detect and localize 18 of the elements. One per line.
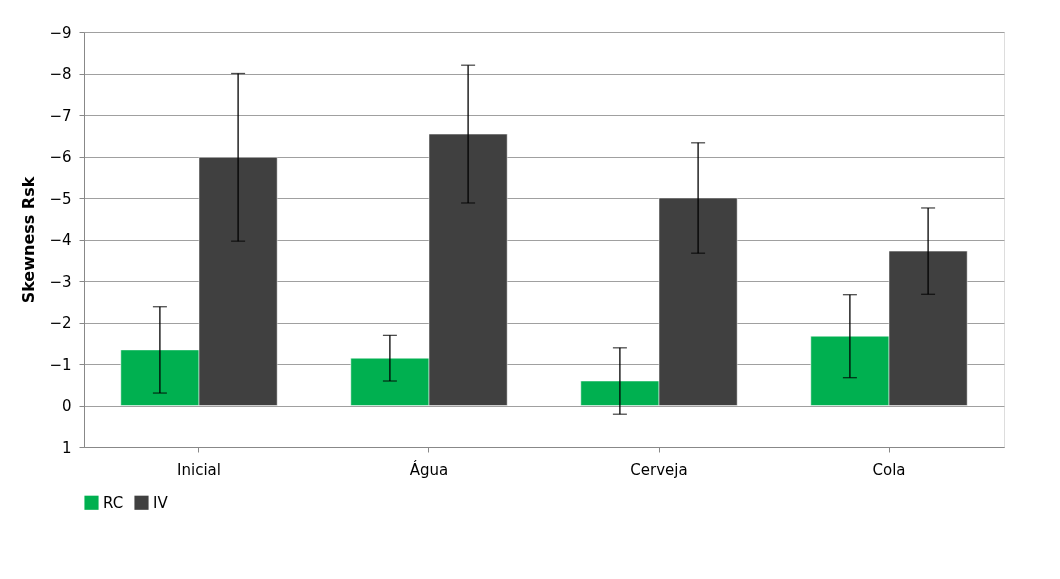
y-tick-label: −1 xyxy=(49,355,72,374)
y-axis-title: Skewness Rsk xyxy=(19,176,39,304)
y-tick-label: 0 xyxy=(61,397,72,415)
y-tick-label: −7 xyxy=(49,106,72,125)
x-tick-label: Cola xyxy=(872,460,906,479)
x-tick-label: Inicial xyxy=(177,460,221,479)
y-tick-label: 1 xyxy=(61,438,72,457)
legend-label: RC xyxy=(103,493,124,512)
y-tick-label: −2 xyxy=(49,314,72,332)
y-tick-label: −8 xyxy=(49,65,72,83)
y-tick-label: −4 xyxy=(49,231,72,249)
y-tick-label: −3 xyxy=(49,272,72,291)
y-tick-label: −9 xyxy=(49,23,72,42)
y-tick-label: −6 xyxy=(49,148,72,166)
y-tick-label: −5 xyxy=(49,189,72,208)
x-tick-label: Água xyxy=(409,459,449,479)
legend-label: IV xyxy=(153,493,169,512)
x-tick-label: Cerveja xyxy=(630,460,688,479)
